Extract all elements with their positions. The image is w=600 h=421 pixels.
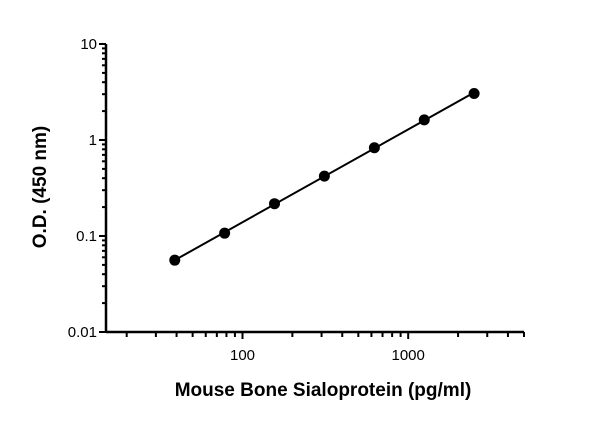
data-point [169, 254, 181, 266]
y-tick-label: 0.01 [68, 324, 97, 341]
data-point [418, 114, 430, 126]
y-tick-label: 10 [80, 36, 97, 53]
data-point [219, 227, 231, 239]
y-axis-title: O.D. (450 nm) [30, 126, 51, 248]
y-tick-label: 0.1 [76, 228, 97, 245]
marks [169, 88, 480, 266]
x-axis-title: Mouse Bone Sialoprotein (pg/ml) [175, 380, 472, 401]
axes [104, 44, 524, 334]
data-point [269, 198, 281, 210]
ticks: 100 1000 10 1 0.1 0.01 [68, 36, 525, 364]
data-point [318, 170, 330, 182]
y-tick-label: 1 [89, 132, 97, 149]
x-tick-label: 1000 [392, 347, 425, 364]
data-point [468, 88, 480, 100]
x-tick-label: 100 [230, 347, 255, 364]
data-point [368, 142, 380, 154]
